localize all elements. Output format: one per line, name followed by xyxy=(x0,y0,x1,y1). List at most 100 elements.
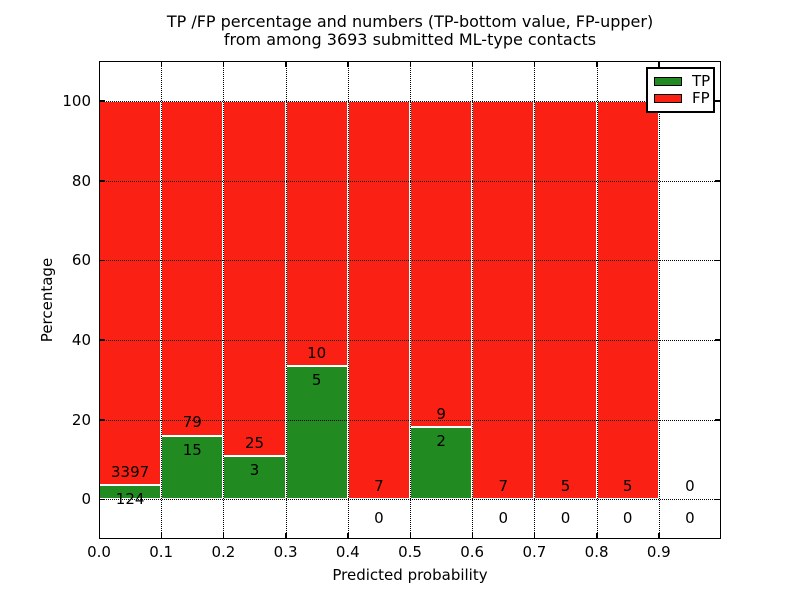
plot-area: 3397 124 79 15 25 3 10 5 7 0 9 2 7 0 5 0 5 0 0 0 xyxy=(98,61,721,539)
legend-item-fp: FP xyxy=(654,89,710,107)
x-tick-mark-top xyxy=(596,62,598,67)
y-tick-mark-right xyxy=(715,339,720,341)
y-tick-label: 40 xyxy=(71,330,91,349)
x-tick-mark-top xyxy=(471,62,474,67)
tp-count-label: 0 xyxy=(622,509,633,528)
y-tick-mark xyxy=(100,100,105,102)
x-tick-mark-top xyxy=(285,62,287,67)
tp-count-label: 0 xyxy=(685,509,695,528)
x-tick-label: 0.6 xyxy=(460,543,485,561)
y-tick-mark-right xyxy=(715,498,720,501)
chart-title-line2: from among 3693 submitted ML-type contac… xyxy=(223,30,597,49)
y-tick-mark xyxy=(100,498,105,501)
fp-count-label: 25 xyxy=(244,434,265,453)
fp-count-label: 10 xyxy=(307,344,327,363)
x-tick-mark xyxy=(98,533,100,538)
x-tick-mark xyxy=(471,533,474,538)
x-tick-label: 0.5 xyxy=(398,543,422,561)
vertical-gridline xyxy=(472,61,474,539)
x-tick-label: 0.1 xyxy=(149,543,174,561)
tp-count-label: 3 xyxy=(249,461,260,480)
x-tick-mark xyxy=(658,533,660,538)
x-tick-mark xyxy=(409,533,411,538)
x-tick-mark xyxy=(347,533,349,538)
fp-count-label: 7 xyxy=(374,477,384,496)
tp-bar-segment xyxy=(285,366,348,500)
tp-bar-segment xyxy=(161,435,224,500)
x-tick-mark-top xyxy=(658,62,660,67)
fp-bar-segment xyxy=(410,100,473,427)
legend-item-tp: TP xyxy=(654,72,711,90)
x-tick-mark xyxy=(160,533,163,538)
fp-bar-segment xyxy=(223,100,286,457)
fp-count-label: 7 xyxy=(498,477,509,496)
x-tick-mark-top xyxy=(160,62,163,67)
vertical-gridline xyxy=(534,61,536,539)
y-tick-label: 20 xyxy=(71,410,91,429)
x-tick-label: 0.2 xyxy=(211,543,236,561)
x-tick-mark-top xyxy=(98,62,100,67)
y-axis-label: Percentage xyxy=(38,257,56,343)
tp-count-label: 15 xyxy=(182,440,202,459)
y-tick-mark-right xyxy=(715,419,720,421)
y-tick-label: 100 xyxy=(62,91,91,110)
vertical-gridline xyxy=(596,61,598,539)
vertical-gridline xyxy=(161,61,163,539)
fp-count-label: 9 xyxy=(436,404,446,423)
y-tick-mark-right xyxy=(715,100,720,102)
tp-count-label: 2 xyxy=(436,431,446,450)
x-tick-label: 0.8 xyxy=(584,543,609,561)
axis-frame-bottom xyxy=(99,538,721,539)
x-tick-mark xyxy=(533,533,536,538)
x-tick-label: 0.0 xyxy=(87,543,111,561)
vertical-gridline xyxy=(223,61,225,539)
y-tick-label: 0 xyxy=(81,490,91,509)
vertical-gridline xyxy=(658,61,660,539)
tp-count-label: 5 xyxy=(311,371,322,390)
legend-label-tp: TP xyxy=(692,72,711,90)
chart-title: TP /FP percentage and numbers (TP-bottom… xyxy=(99,13,721,49)
tp-count-label: 124 xyxy=(115,490,145,509)
fp-count-label: 0 xyxy=(685,477,695,496)
y-tick-mark-right xyxy=(715,259,720,262)
x-tick-label: 0.3 xyxy=(273,543,298,561)
x-tick-mark xyxy=(285,533,287,538)
axis-frame-right xyxy=(720,61,721,539)
y-tick-mark-right xyxy=(715,180,720,182)
y-tick-mark xyxy=(100,180,105,182)
fp-bar-segment xyxy=(534,100,597,500)
x-axis-label: Predicted probability xyxy=(332,566,488,584)
x-tick-mark-top xyxy=(533,62,536,67)
chart-title-line1: TP /FP percentage and numbers (TP-bottom… xyxy=(166,12,654,31)
tp-bar-segment xyxy=(410,426,473,500)
x-tick-label: 0.7 xyxy=(522,543,547,561)
axis-frame-top xyxy=(99,61,721,62)
fp-bar-segment xyxy=(347,100,410,500)
tp-count-label: 0 xyxy=(374,509,384,528)
axis-frame-left xyxy=(99,61,100,539)
x-tick-mark-top xyxy=(409,62,411,67)
fp-count-label: 5 xyxy=(560,477,571,496)
fp-bar-segment xyxy=(472,100,535,500)
tp-swatch-icon xyxy=(654,77,682,86)
legend: TP FP xyxy=(646,67,715,113)
y-tick-mark xyxy=(100,259,105,262)
vertical-gridline xyxy=(347,61,349,539)
tp-count-label: 0 xyxy=(560,509,571,528)
fp-count-label: 79 xyxy=(182,413,202,432)
tp-bar-segment xyxy=(223,456,286,500)
fp-count-label: 5 xyxy=(622,477,633,496)
fp-count-label: 3397 xyxy=(111,462,150,481)
legend-label-fp: FP xyxy=(692,89,710,107)
y-tick-mark xyxy=(100,419,105,421)
x-tick-mark-top xyxy=(222,62,225,67)
fp-bar-segment xyxy=(596,100,659,500)
x-tick-mark-top xyxy=(347,62,349,67)
tp-count-label: 0 xyxy=(498,509,509,528)
y-tick-label: 80 xyxy=(71,171,91,190)
fp-bar-segment xyxy=(161,100,224,436)
vertical-gridline xyxy=(285,61,287,539)
fp-swatch-icon xyxy=(654,94,682,103)
y-tick-mark xyxy=(100,339,105,341)
